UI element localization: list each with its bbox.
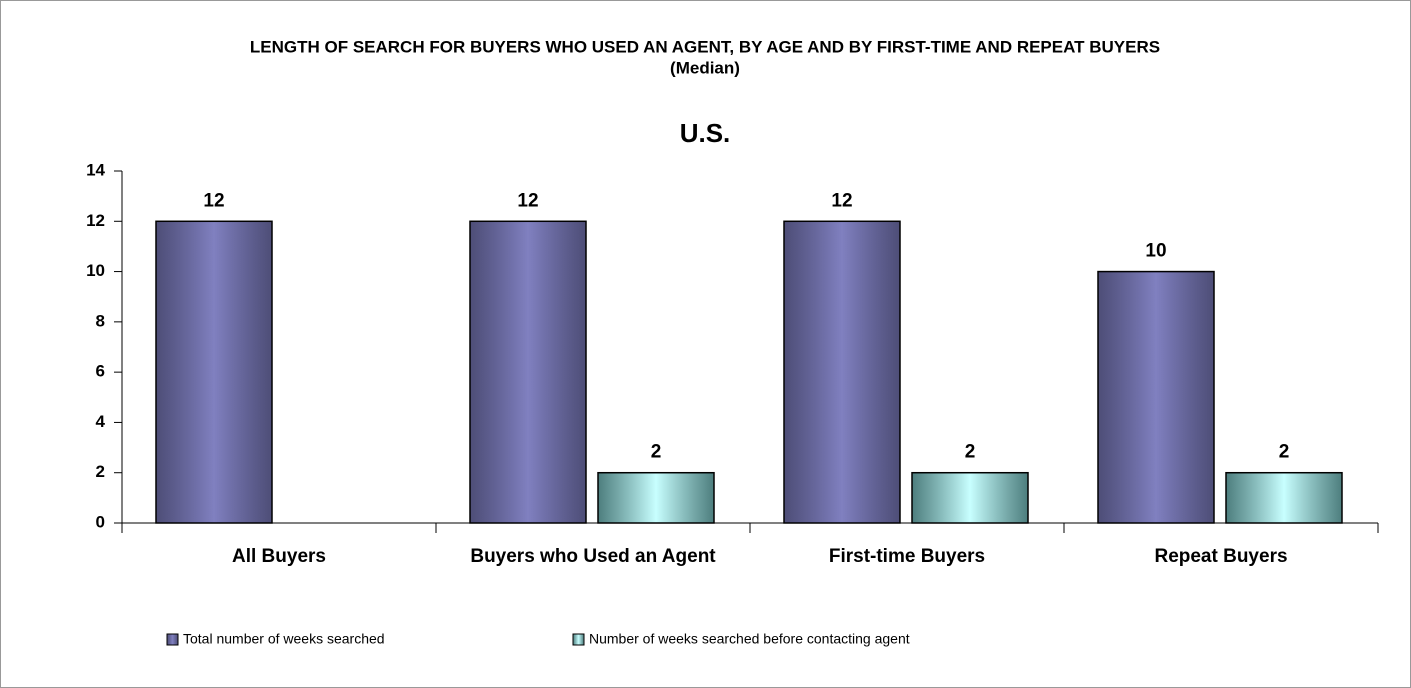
x-tick-label: Buyers who Used an Agent	[470, 546, 716, 567]
data-label: 2	[651, 442, 662, 463]
data-label: 10	[1145, 241, 1166, 262]
x-tick-label: Repeat Buyers	[1154, 546, 1287, 567]
y-tick-label: 6	[96, 362, 105, 381]
bar	[155, 220, 273, 524]
legend-label: Number of weeks searched before contacti…	[589, 631, 910, 647]
data-label: 2	[965, 442, 976, 463]
data-label: 2	[1279, 442, 1290, 463]
y-tick-label: 14	[86, 160, 105, 179]
legend-label: Total number of weeks searched	[183, 631, 385, 647]
bar	[911, 471, 1029, 524]
legend-swatch	[166, 633, 179, 646]
y-tick-label: 12	[86, 211, 105, 230]
bar	[783, 220, 901, 524]
data-label: 12	[831, 190, 852, 211]
data-label: 12	[203, 190, 224, 211]
y-tick-label: 8	[96, 311, 105, 330]
bar	[1097, 270, 1215, 524]
bar	[597, 471, 715, 524]
y-tick-label: 4	[96, 412, 106, 431]
chart-subtitle: (Median)	[670, 58, 740, 77]
x-tick-label: First-time Buyers	[829, 546, 985, 567]
x-tick-label: All Buyers	[232, 546, 326, 567]
chart-heading: U.S.	[680, 118, 731, 148]
y-tick-label: 2	[96, 462, 105, 481]
chart-title: LENGTH OF SEARCH FOR BUYERS WHO USED AN …	[250, 37, 1160, 56]
y-tick-label: 0	[96, 512, 105, 531]
bar	[469, 220, 587, 524]
y-tick-label: 10	[86, 261, 105, 280]
bar	[1225, 471, 1343, 524]
legend-swatch	[572, 633, 585, 646]
data-label: 12	[517, 190, 538, 211]
